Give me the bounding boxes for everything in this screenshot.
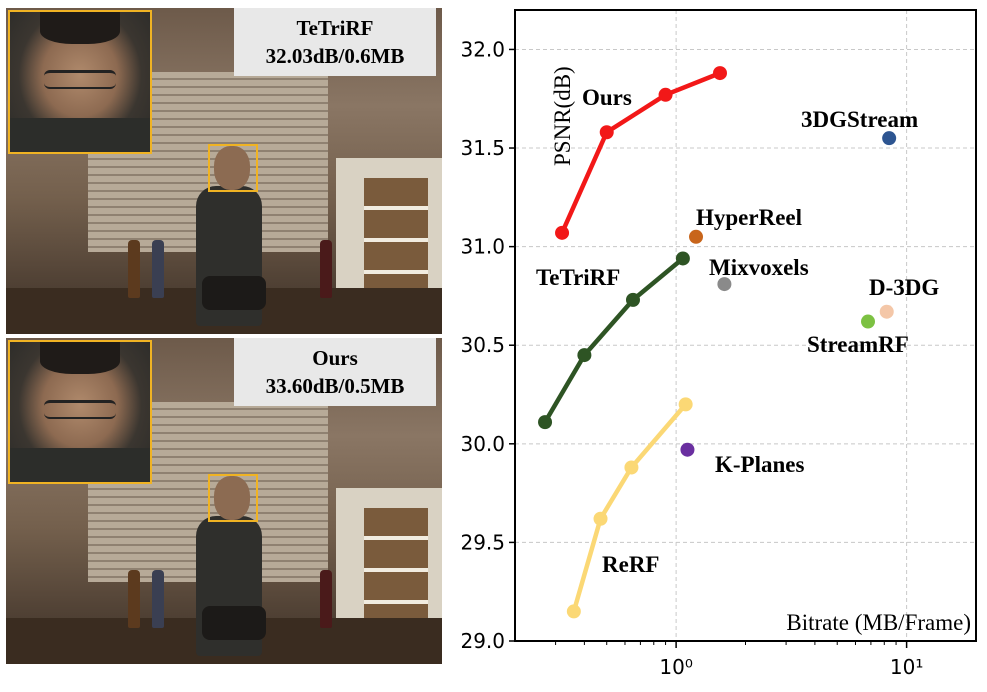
inset-glasses xyxy=(44,400,116,419)
data-point-tetrirf xyxy=(625,292,640,307)
data-point-tetrirf xyxy=(577,348,592,363)
series-label-tetrirf: TeTriRF xyxy=(536,265,620,290)
data-point-d-3dg xyxy=(879,304,894,319)
y-tick-label: 29.5 xyxy=(460,530,505,554)
series-line-rerf xyxy=(571,402,688,613)
method-name: Ours xyxy=(312,346,358,370)
data-point-tetrirf xyxy=(675,251,690,266)
data-point-rerf xyxy=(566,604,581,619)
data-point-tetrirf xyxy=(538,415,553,430)
series-label-ours: Ours xyxy=(582,85,632,110)
data-point-ours xyxy=(712,66,727,81)
data-point-ours xyxy=(555,225,570,240)
data-point-rerf xyxy=(593,511,608,526)
series-layer xyxy=(538,66,897,619)
inset-hair xyxy=(40,342,120,374)
series-label-rerf: ReRF xyxy=(602,552,659,577)
person-head xyxy=(214,476,250,520)
series-label-streamrf: StreamRF xyxy=(807,332,909,357)
bottle xyxy=(320,240,332,298)
grid xyxy=(515,10,976,642)
label-layer: Ours TeTriRF ReRF 3DGStream HyperReel Mixvoxe… xyxy=(536,85,939,577)
data-point-hyperreel xyxy=(689,229,704,244)
stove-pan xyxy=(202,606,266,640)
stove-pan xyxy=(202,276,266,310)
bottle xyxy=(128,240,140,298)
inset-shirt xyxy=(10,118,150,152)
method-metric: 33.60dB/0.5MB xyxy=(265,374,405,398)
series-line-tetrirf xyxy=(543,256,685,424)
method-label-box: Ours 33.60dB/0.5MB xyxy=(234,338,436,406)
x-axis-title: Bitrate (MB/Frame) xyxy=(786,610,971,635)
series-label-k-planes: K-Planes xyxy=(715,452,804,477)
plot-frame xyxy=(514,9,977,642)
person-head xyxy=(214,146,250,190)
bottle xyxy=(152,570,164,628)
y-tick-label: 30.5 xyxy=(460,333,505,357)
inset-glasses xyxy=(44,70,116,89)
tick-layer: 29.0 29.5 30.0 30.5 31.0 31.5 32.0 10⁰ 10¹ xyxy=(460,37,923,679)
series-line-ours xyxy=(559,71,721,234)
face-crop-box xyxy=(208,474,258,522)
data-point-3dgstream xyxy=(882,131,897,146)
bottle xyxy=(152,240,164,298)
data-point-ours xyxy=(658,87,673,102)
tetrirf-render-photo: TeTriRF 32.03dB/0.6MB xyxy=(6,8,442,334)
inset-shirt xyxy=(10,448,150,482)
face-zoom-inset xyxy=(8,340,152,484)
y-tick-label: 32.0 xyxy=(460,37,505,61)
x-tick-label: 10¹ xyxy=(890,655,923,679)
series-label-hyperreel: HyperReel xyxy=(696,205,802,230)
ours-render-photo: Ours 33.60dB/0.5MB xyxy=(6,338,442,664)
series-label-3dgstream: 3DGStream xyxy=(801,107,918,132)
series-label-d-3dg: D-3DG xyxy=(869,275,939,300)
x-tick-label: 10⁰ xyxy=(659,655,692,679)
data-point-rerf xyxy=(678,397,693,412)
data-point-k-planes xyxy=(680,442,695,457)
y-tick-label: 31.5 xyxy=(460,136,505,160)
data-point-rerf xyxy=(624,460,639,475)
y-tick-label: 30.0 xyxy=(460,432,505,456)
face-crop-box xyxy=(208,144,258,192)
bottle xyxy=(128,570,140,628)
psnr-bitrate-chart: Ours TeTriRF ReRF 3DGStream HyperReel Mixvoxe… xyxy=(460,9,977,679)
y-axis-title: PSNR(dB) xyxy=(550,66,575,166)
method-metric: 32.03dB/0.6MB xyxy=(265,44,405,68)
inset-hair xyxy=(40,12,120,44)
face-zoom-inset xyxy=(8,10,152,154)
y-tick-label: 31.0 xyxy=(460,235,505,259)
method-label-box: TeTriRF 32.03dB/0.6MB xyxy=(234,8,436,76)
data-point-ours xyxy=(599,125,614,140)
data-point-mixvoxels xyxy=(717,277,732,292)
series-label-mixvoxels: Mixvoxels xyxy=(709,255,809,280)
data-point-streamrf xyxy=(861,314,876,329)
y-tick-label: 29.0 xyxy=(460,629,505,653)
bottle xyxy=(320,570,332,628)
method-name: TeTriRF xyxy=(296,16,374,40)
